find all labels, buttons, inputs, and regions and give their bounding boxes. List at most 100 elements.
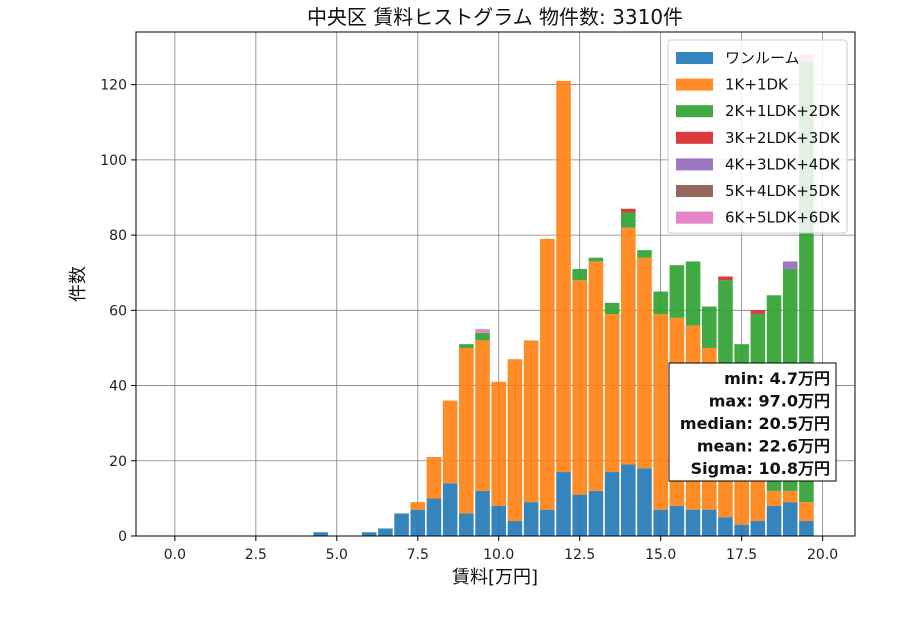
bar-segment-series-2 bbox=[701, 306, 717, 348]
bar-segment-series-0 bbox=[523, 502, 539, 536]
bar-segment-series-0 bbox=[653, 509, 668, 536]
bar-segment-series-0 bbox=[734, 524, 749, 536]
legend-swatch bbox=[676, 211, 713, 224]
legend-swatch bbox=[676, 131, 713, 144]
bar-segment-series-0 bbox=[766, 505, 782, 536]
bar-segment-series-1 bbox=[556, 80, 571, 473]
stats-line: Sigma: 10.8万円 bbox=[691, 459, 830, 478]
bar-segment-series-1 bbox=[523, 340, 539, 503]
bar-segment-series-0 bbox=[442, 483, 458, 536]
y-axis-label: 件数 bbox=[68, 266, 89, 302]
stats-line: max: 97.0万円 bbox=[709, 392, 830, 411]
stats-line: min: 4.7万円 bbox=[724, 369, 830, 388]
bar-segment-series-1 bbox=[459, 347, 474, 514]
stats-line: mean: 22.6万円 bbox=[697, 437, 830, 456]
x-tick-label: 12.5 bbox=[564, 547, 595, 563]
chart-title: 中央区 賃料ヒストグラム 物件数: 3310件 bbox=[307, 5, 683, 29]
bar-segment-series-3 bbox=[750, 310, 766, 315]
y-tick-label: 60 bbox=[109, 303, 127, 319]
legend-swatch bbox=[676, 158, 713, 171]
bar-segment-series-0 bbox=[718, 517, 733, 536]
x-tick-label: 17.5 bbox=[726, 547, 757, 563]
legend-entry: 2K+1LDK+2DK bbox=[725, 102, 841, 120]
legend-entry: 3K+2LDK+3DK bbox=[725, 129, 841, 147]
bar-segment-series-0 bbox=[750, 520, 766, 536]
y-tick-label: 100 bbox=[100, 153, 127, 169]
bar-segment-series-0 bbox=[799, 520, 814, 536]
bar-segment-series-2 bbox=[669, 265, 685, 318]
bar-segment-series-1 bbox=[475, 340, 490, 491]
bar-segment-series-2 bbox=[621, 212, 636, 228]
bar-segment-series-0 bbox=[588, 490, 604, 536]
legend-swatch bbox=[676, 105, 713, 118]
bar-segment-series-2 bbox=[604, 302, 620, 315]
legend-entry: 6K+5LDK+6DK bbox=[725, 209, 841, 227]
bar-segment-series-0 bbox=[556, 472, 571, 536]
bar-segment-series-1 bbox=[540, 238, 555, 510]
bar-segment-series-1 bbox=[426, 457, 442, 499]
bar-segment-series-3 bbox=[621, 208, 636, 213]
bar-segment-series-4 bbox=[782, 261, 798, 269]
bar-segment-series-1 bbox=[604, 314, 620, 473]
bar-segment-series-0 bbox=[361, 532, 377, 536]
x-axis-label: 賃料[万円] bbox=[452, 567, 538, 588]
bar-segment-series-0 bbox=[475, 490, 490, 536]
y-tick-label: 0 bbox=[118, 529, 127, 545]
bar-segment-series-0 bbox=[410, 509, 426, 536]
bar-segment-series-2 bbox=[653, 291, 668, 315]
bar-segment-series-1 bbox=[588, 261, 604, 491]
bar-segment-series-0 bbox=[572, 494, 587, 536]
x-tick-label: 2.5 bbox=[245, 547, 267, 563]
bar-segment-series-1 bbox=[766, 490, 782, 506]
bar-segment-series-0 bbox=[459, 513, 474, 536]
legend-entry: ワンルーム bbox=[725, 49, 800, 67]
x-tick-label: 10.0 bbox=[483, 547, 514, 563]
plot-frame bbox=[135, 31, 856, 537]
bar-segment-series-0 bbox=[669, 505, 685, 536]
legend-swatch bbox=[676, 78, 713, 91]
bar-segment-series-0 bbox=[637, 468, 652, 536]
bar-segment-series-0 bbox=[491, 505, 507, 536]
x-tick-label: 20.0 bbox=[807, 547, 838, 563]
x-tick-label: 7.5 bbox=[407, 547, 429, 563]
stats-line: median: 20.5万円 bbox=[680, 414, 830, 433]
bar-segment-series-1 bbox=[410, 502, 426, 510]
bar-segment-series-0 bbox=[621, 464, 636, 536]
legend-swatch bbox=[676, 52, 713, 64]
bar-segment-series-0 bbox=[313, 532, 328, 536]
ticks-layer: 0.0 2.5 5.0 7.5 10.0 12.5 15.0 17.5 20.0 0 20 40 60 8… bbox=[100, 78, 838, 563]
bar-segment-series-0 bbox=[378, 528, 393, 536]
bar-segment-series-2 bbox=[459, 344, 474, 348]
bar-segment-series-6 bbox=[475, 329, 490, 333]
y-tick-label: 120 bbox=[100, 78, 127, 94]
bar-segment-series-0 bbox=[685, 509, 701, 536]
bar-segment-series-0 bbox=[782, 502, 798, 536]
y-tick-label: 20 bbox=[109, 454, 127, 470]
bar-segment-series-1 bbox=[799, 502, 814, 521]
y-tick-label: 40 bbox=[109, 379, 127, 395]
bar-segment-series-1 bbox=[637, 257, 652, 469]
bar-segment-series-1 bbox=[653, 314, 668, 510]
bar-segment-series-2 bbox=[685, 261, 701, 326]
bar-segment-series-2 bbox=[637, 250, 652, 258]
bar-segment-series-0 bbox=[604, 472, 620, 536]
bar-segment-series-3 bbox=[718, 276, 733, 281]
y-tick-label: 80 bbox=[109, 228, 127, 244]
stats-box: min: 4.7万円 max: 97.0万円 median: 20.5万円 mean:… bbox=[668, 362, 837, 482]
bar-segment-series-0 bbox=[394, 513, 409, 536]
bar-segment-series-1 bbox=[621, 227, 636, 465]
bar-segment-series-1 bbox=[491, 381, 507, 506]
bar-segment-series-0 bbox=[426, 498, 442, 536]
bar-segment-series-2 bbox=[718, 280, 733, 363]
bar-segment-series-0 bbox=[701, 509, 717, 536]
x-tick-label: 0.0 bbox=[164, 547, 186, 563]
legend-entry: 5K+4LDK+5DK bbox=[725, 182, 841, 200]
bar-segment-series-2 bbox=[588, 257, 604, 262]
bar-segment-series-0 bbox=[540, 509, 555, 536]
bar-segment-series-1 bbox=[442, 400, 458, 484]
legend-entry: 4K+3LDK+4DK bbox=[725, 155, 841, 173]
x-tick-label: 15.0 bbox=[645, 547, 676, 563]
legend: ワンルーム 1K+1DK 2K+1LDK+2DK 3K+2LDK+3DK 4K+3LDK… bbox=[667, 39, 848, 234]
